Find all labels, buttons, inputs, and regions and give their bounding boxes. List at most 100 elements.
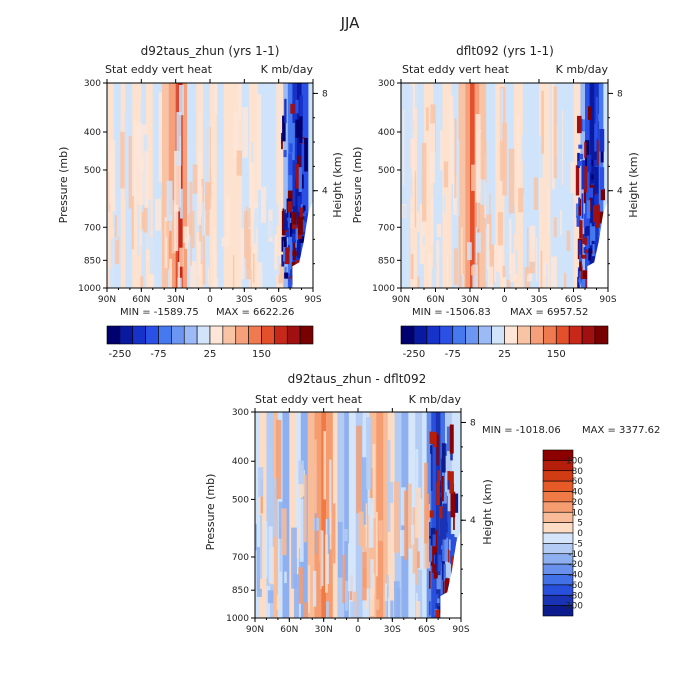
field-polar-patch bbox=[439, 537, 443, 563]
field-patch bbox=[564, 121, 569, 153]
field-patch bbox=[431, 267, 437, 288]
field-polar-patch bbox=[592, 166, 595, 171]
field-patch bbox=[426, 493, 429, 521]
field-patch bbox=[424, 462, 428, 544]
field-patch bbox=[187, 143, 190, 215]
field-patch bbox=[207, 169, 212, 199]
colorbar-swatch bbox=[235, 325, 249, 345]
field-patch bbox=[233, 111, 239, 158]
panel-1-field bbox=[107, 83, 313, 288]
field-band bbox=[387, 412, 396, 618]
colorbar-tick-label: -100 bbox=[563, 602, 584, 612]
field-patch bbox=[537, 136, 543, 178]
field-patch bbox=[273, 594, 277, 618]
field-polar-patch bbox=[281, 254, 285, 267]
field-patch bbox=[258, 467, 264, 497]
y-tick-label: 850 bbox=[84, 256, 101, 266]
field-polar-patch bbox=[442, 561, 445, 580]
field-patch bbox=[179, 188, 183, 219]
field-patch bbox=[403, 577, 408, 613]
panel-1-colorbar: -250 -75 25 150 bbox=[106, 325, 314, 360]
field-patch bbox=[411, 524, 415, 545]
colorbar-swatch bbox=[400, 325, 415, 345]
field-band bbox=[267, 83, 277, 288]
x-tick-label: 60N bbox=[132, 295, 150, 305]
field-polar-patch bbox=[579, 153, 584, 160]
y-right-tick-label: 8 bbox=[617, 89, 623, 99]
field-patch bbox=[510, 205, 516, 234]
field-patch bbox=[149, 237, 155, 274]
field-patch bbox=[378, 520, 383, 542]
colorbar-tick-label: 60 bbox=[572, 477, 584, 487]
field-band bbox=[296, 412, 302, 618]
colorbar-swatch bbox=[299, 325, 314, 345]
panel-2-label-left: Stat eddy vert heat bbox=[402, 63, 510, 76]
field-band bbox=[458, 83, 466, 288]
panel-1-max-label: MAX = 6622.26 bbox=[216, 307, 294, 318]
field-patch bbox=[460, 190, 463, 224]
panel-1-label-left: Stat eddy vert heat bbox=[105, 63, 213, 76]
field-polar-patch bbox=[598, 113, 601, 122]
field-patch bbox=[221, 237, 227, 247]
colorbar-tick-label: 0 bbox=[577, 529, 583, 539]
field-patch bbox=[453, 91, 458, 122]
field-polar-patch bbox=[282, 115, 286, 142]
field-patch bbox=[425, 107, 429, 131]
field-patch bbox=[124, 112, 129, 198]
field-patch bbox=[325, 534, 328, 593]
field-patch bbox=[431, 197, 434, 245]
field-polar-patch bbox=[586, 200, 591, 219]
field-band bbox=[410, 83, 418, 288]
field-patch bbox=[295, 473, 300, 495]
field-patch bbox=[415, 524, 419, 585]
colorbar-swatch bbox=[413, 325, 428, 345]
field-band bbox=[145, 83, 154, 288]
field-patch bbox=[461, 227, 463, 275]
field-patch bbox=[402, 109, 405, 186]
panel-3-min-label: MIN = -1018.06 bbox=[482, 425, 561, 436]
field-patch bbox=[253, 253, 255, 283]
field-band bbox=[486, 83, 496, 288]
field-polar-patch bbox=[299, 207, 303, 220]
field-patch bbox=[571, 189, 575, 247]
field-polar-patch bbox=[282, 208, 285, 224]
colorbar-swatch bbox=[530, 325, 544, 345]
colorbar-swatch bbox=[132, 325, 146, 345]
field-patch bbox=[207, 267, 210, 286]
field-patch bbox=[249, 162, 255, 222]
field-patch bbox=[190, 211, 195, 249]
field-polar-patch bbox=[290, 103, 295, 114]
field-polar-patch bbox=[578, 144, 583, 149]
colorbar-swatch bbox=[555, 325, 570, 345]
field-polar-patch bbox=[584, 141, 587, 159]
colorbar-tick-label: 25 bbox=[204, 349, 217, 360]
field-band bbox=[348, 412, 357, 618]
field-patch bbox=[296, 528, 300, 559]
field-band bbox=[603, 83, 608, 288]
field-polar-patch bbox=[584, 237, 588, 245]
field-patch bbox=[372, 573, 375, 595]
colorbar-swatch bbox=[491, 325, 505, 345]
field-polar-patch bbox=[590, 226, 596, 241]
colorbar-swatch bbox=[542, 511, 574, 523]
field-polar-patch bbox=[434, 571, 438, 579]
field-polar-patch bbox=[435, 603, 438, 609]
field-patch bbox=[501, 276, 507, 288]
field-band bbox=[495, 83, 505, 288]
field-patch bbox=[415, 487, 421, 538]
field-patch bbox=[345, 580, 349, 611]
field-patch bbox=[143, 189, 148, 233]
field-patch bbox=[267, 449, 273, 509]
field-polar-patch bbox=[445, 578, 450, 598]
colorbar-tick-label: -250 bbox=[109, 349, 132, 360]
field-polar-patch bbox=[284, 267, 287, 275]
field-patch bbox=[256, 547, 261, 590]
field-polar-patch bbox=[453, 499, 455, 531]
field-patch bbox=[417, 551, 420, 569]
field-patch bbox=[421, 142, 427, 222]
colorbar-tick-label: -80 bbox=[568, 591, 583, 601]
field-band bbox=[266, 412, 274, 618]
colorbar-swatch bbox=[209, 325, 224, 345]
field-patch bbox=[128, 136, 132, 209]
